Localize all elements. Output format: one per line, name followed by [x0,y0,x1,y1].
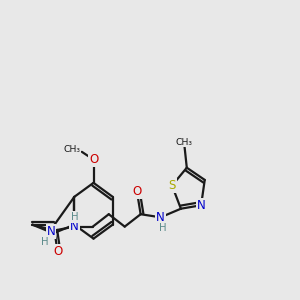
Text: CH₃: CH₃ [63,145,80,154]
Text: N: N [46,225,55,238]
Text: H: H [71,212,79,222]
Text: N: N [197,199,206,212]
Text: H: H [159,223,166,233]
Text: O: O [53,245,62,258]
Text: N: N [156,211,165,224]
Text: O: O [89,153,98,166]
Text: O: O [132,185,142,198]
Text: H: H [41,237,49,247]
Text: S: S [168,179,176,192]
Text: CH₃: CH₃ [176,138,193,147]
Text: N: N [70,220,79,233]
